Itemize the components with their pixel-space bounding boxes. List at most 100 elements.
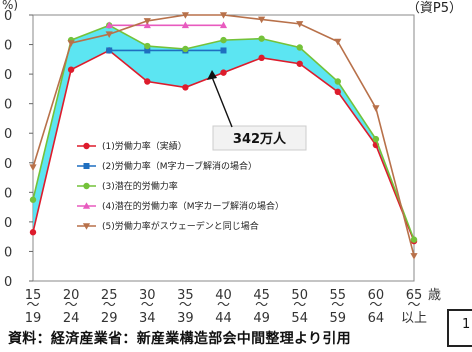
data-point-series-1 (220, 69, 227, 76)
x-tick-tilde: 〜 (217, 298, 230, 313)
data-point-series-3 (334, 78, 341, 85)
y-tick-label: 0 (4, 127, 12, 142)
page-number: 1 (462, 317, 471, 332)
x-tick-label-top: 30 (139, 288, 156, 303)
x-tick-label-bottom: 29 (101, 311, 118, 326)
data-point-series-3 (144, 42, 151, 50)
x-tick-label-bottom: 44 (215, 311, 232, 326)
x-tick-label-bottom: 64 (368, 311, 385, 326)
data-point-series-1 (334, 88, 341, 96)
data-point-series-1 (258, 54, 265, 62)
data-point-series-5 (372, 105, 380, 112)
x-tick-tilde: 〜 (65, 298, 78, 313)
y-tick-label: 0 (4, 186, 12, 201)
data-point-series-1 (182, 84, 189, 91)
data-point-series-2 (106, 47, 113, 54)
page-number-box: 1 (447, 309, 472, 347)
data-point-series-3 (220, 36, 227, 44)
y-tick-label: 0 (4, 275, 12, 290)
y-tick-label: 0 (4, 245, 12, 260)
x-tick-label-bottom: 59 (330, 311, 347, 326)
data-point-series-3 (372, 135, 380, 143)
legend-marker-1 (83, 142, 90, 150)
y-tick-label: 0 (4, 216, 12, 231)
y-tick-label: 0 (4, 9, 12, 24)
x-tick-tilde: 〜 (407, 298, 420, 313)
callout-box (212, 125, 307, 151)
data-point-series-5 (410, 253, 418, 260)
data-point-series-1 (67, 66, 75, 73)
data-point-series-2 (220, 47, 227, 54)
x-tick-label-bottom: 以上 (401, 311, 427, 326)
legend-marker-3 (83, 182, 90, 190)
data-point-series-4 (219, 21, 228, 29)
legend-marker-5 (82, 223, 91, 230)
legend-label-2: (2)労働力率（M字カーブ解消の場合） (102, 160, 257, 172)
data-point-series-2 (144, 47, 151, 54)
callout-arrow-line (211, 76, 233, 128)
x-tick-label-bottom: 24 (63, 311, 80, 326)
data-point-series-5 (181, 12, 189, 19)
legend-label-4: (4)潜在的労働力率（M字カーブ解消の場合） (102, 200, 284, 212)
data-point-series-3 (182, 45, 189, 53)
x-tick-tilde: 〜 (331, 298, 344, 313)
y-tick-label: 0 (4, 157, 12, 172)
data-point-series-3 (410, 236, 418, 243)
data-point-series-1 (144, 78, 151, 85)
data-point-series-1 (29, 229, 37, 236)
callout-label: 342万人 (233, 131, 287, 147)
x-tick-tilde: 〜 (369, 298, 382, 313)
data-point-series-3 (258, 35, 265, 42)
legend-label-3: (3)潜在的労働力率 (102, 180, 178, 192)
legend-label-5: (5)労働力率がスウェーデンと同じ場合 (102, 220, 259, 232)
y-axis-unit-fragment: %) (2, 0, 19, 12)
data-point-series-4 (105, 21, 113, 29)
x-tick-label-top: 40 (215, 288, 232, 303)
x-tick-label-top: 60 (368, 288, 385, 303)
x-tick-label-bottom: 54 (291, 311, 308, 326)
x-tick-tilde: 〜 (179, 298, 192, 313)
x-tick-label-top: 15 (25, 288, 42, 303)
callout-arrow-head (207, 70, 217, 80)
data-point-series-5 (105, 31, 113, 39)
x-tick-label-top: 65 (406, 288, 423, 303)
data-point-series-5 (334, 38, 342, 46)
data-point-series-5 (67, 40, 75, 47)
y-tick-label: 0 (4, 68, 12, 83)
x-tick-tilde: 〜 (103, 298, 116, 313)
x-tick-tilde: 〜 (26, 298, 39, 313)
x-tick-label-top: 45 (253, 288, 270, 303)
x-tick-tilde: 〜 (141, 298, 154, 313)
data-point-series-5 (296, 21, 304, 28)
x-tick-label-top: 55 (330, 288, 347, 303)
data-point-series-5 (219, 12, 228, 19)
legend-marker-4 (82, 202, 91, 209)
x-tick-label-bottom: 34 (139, 311, 156, 326)
source-note: 資料：経済産業省：新産業構造部会中間整理より引用 (8, 331, 351, 347)
x-axis-unit: 歳 (428, 288, 441, 303)
x-tick-label-top: 20 (63, 288, 80, 303)
data-point-series-3 (296, 44, 303, 51)
shaded-gap-area (33, 25, 414, 242)
x-tick-label-top: 25 (101, 288, 118, 303)
data-point-series-5 (143, 18, 151, 25)
data-point-series-4 (181, 21, 189, 29)
data-point-series-4 (143, 21, 151, 29)
x-tick-label-bottom: 49 (253, 311, 270, 326)
data-point-series-5 (29, 164, 37, 172)
x-tick-label-bottom: 19 (25, 311, 42, 326)
data-point-series-1 (296, 60, 303, 67)
data-point-series-5 (258, 16, 266, 24)
x-tick-label-top: 50 (291, 288, 308, 303)
data-point-series-3 (29, 196, 37, 203)
x-tick-tilde: 〜 (255, 298, 268, 313)
x-tick-label-top: 35 (177, 288, 194, 303)
x-tick-label-bottom: 39 (177, 311, 194, 326)
legend-marker-2 (83, 163, 90, 169)
document-reference: （資P5） (406, 1, 462, 16)
x-tick-tilde: 〜 (293, 298, 306, 313)
legend-label-1: (1)労働力率（実績） (102, 140, 187, 152)
y-tick-label: 0 (4, 98, 12, 113)
y-tick-label: 0 (4, 39, 12, 54)
